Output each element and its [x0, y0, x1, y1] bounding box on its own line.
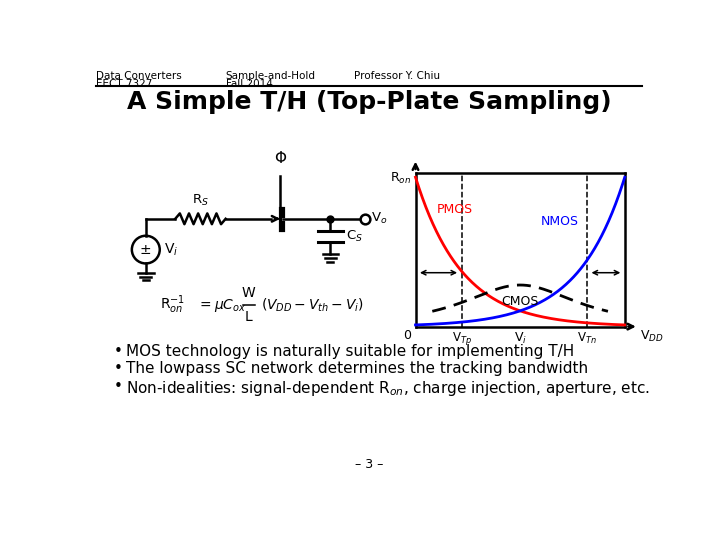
Text: EECT 7327: EECT 7327 [96, 79, 153, 89]
Text: A Simple T/H (Top-Plate Sampling): A Simple T/H (Top-Plate Sampling) [127, 90, 611, 114]
Text: C$_S$: C$_S$ [346, 229, 363, 244]
Text: V$_{DD}$: V$_{DD}$ [640, 329, 664, 344]
Text: ±: ± [140, 242, 152, 256]
Text: MOS technology is naturally suitable for implementing T/H: MOS technology is naturally suitable for… [126, 343, 574, 359]
Text: – 3 –: – 3 – [355, 458, 383, 471]
Text: •: • [113, 343, 122, 359]
Text: •: • [113, 361, 122, 376]
Text: R$_S$: R$_S$ [192, 193, 209, 208]
Text: $(V_{DD} - V_{th} - V_i)$: $(V_{DD} - V_{th} - V_i)$ [261, 296, 364, 314]
Text: Φ: Φ [274, 151, 286, 166]
Text: V$_i$: V$_i$ [164, 241, 179, 258]
Text: R$_{on}$: R$_{on}$ [390, 171, 411, 186]
Text: W: W [242, 286, 256, 300]
Text: V$_{Tp}$: V$_{Tp}$ [451, 330, 472, 347]
Text: V$_i$: V$_i$ [513, 330, 526, 346]
Text: L: L [245, 309, 253, 323]
Text: NMOS: NMOS [541, 215, 579, 228]
Text: Data Converters: Data Converters [96, 71, 182, 81]
Text: 0: 0 [404, 329, 412, 342]
Text: CMOS: CMOS [501, 295, 539, 308]
Text: $= \mu C_{ox}$: $= \mu C_{ox}$ [197, 296, 246, 314]
Text: R$_{on}^{-1}$: R$_{on}^{-1}$ [160, 294, 185, 316]
Text: Professor Y. Chiu: Professor Y. Chiu [354, 71, 440, 81]
Text: Sample-and-Hold: Sample-and-Hold [225, 71, 315, 81]
Text: V$_o$: V$_o$ [371, 211, 387, 226]
Text: •: • [113, 379, 122, 394]
Text: V$_{Tn}$: V$_{Tn}$ [577, 330, 597, 346]
Text: PMOS: PMOS [436, 203, 472, 216]
Text: Non-idealities: signal-dependent R$_{on}$, charge injection, aperture, etc.: Non-idealities: signal-dependent R$_{on}… [126, 379, 649, 398]
Text: Fall 2014: Fall 2014 [225, 79, 272, 89]
Text: The lowpass SC network determines the tracking bandwidth: The lowpass SC network determines the tr… [126, 361, 588, 376]
